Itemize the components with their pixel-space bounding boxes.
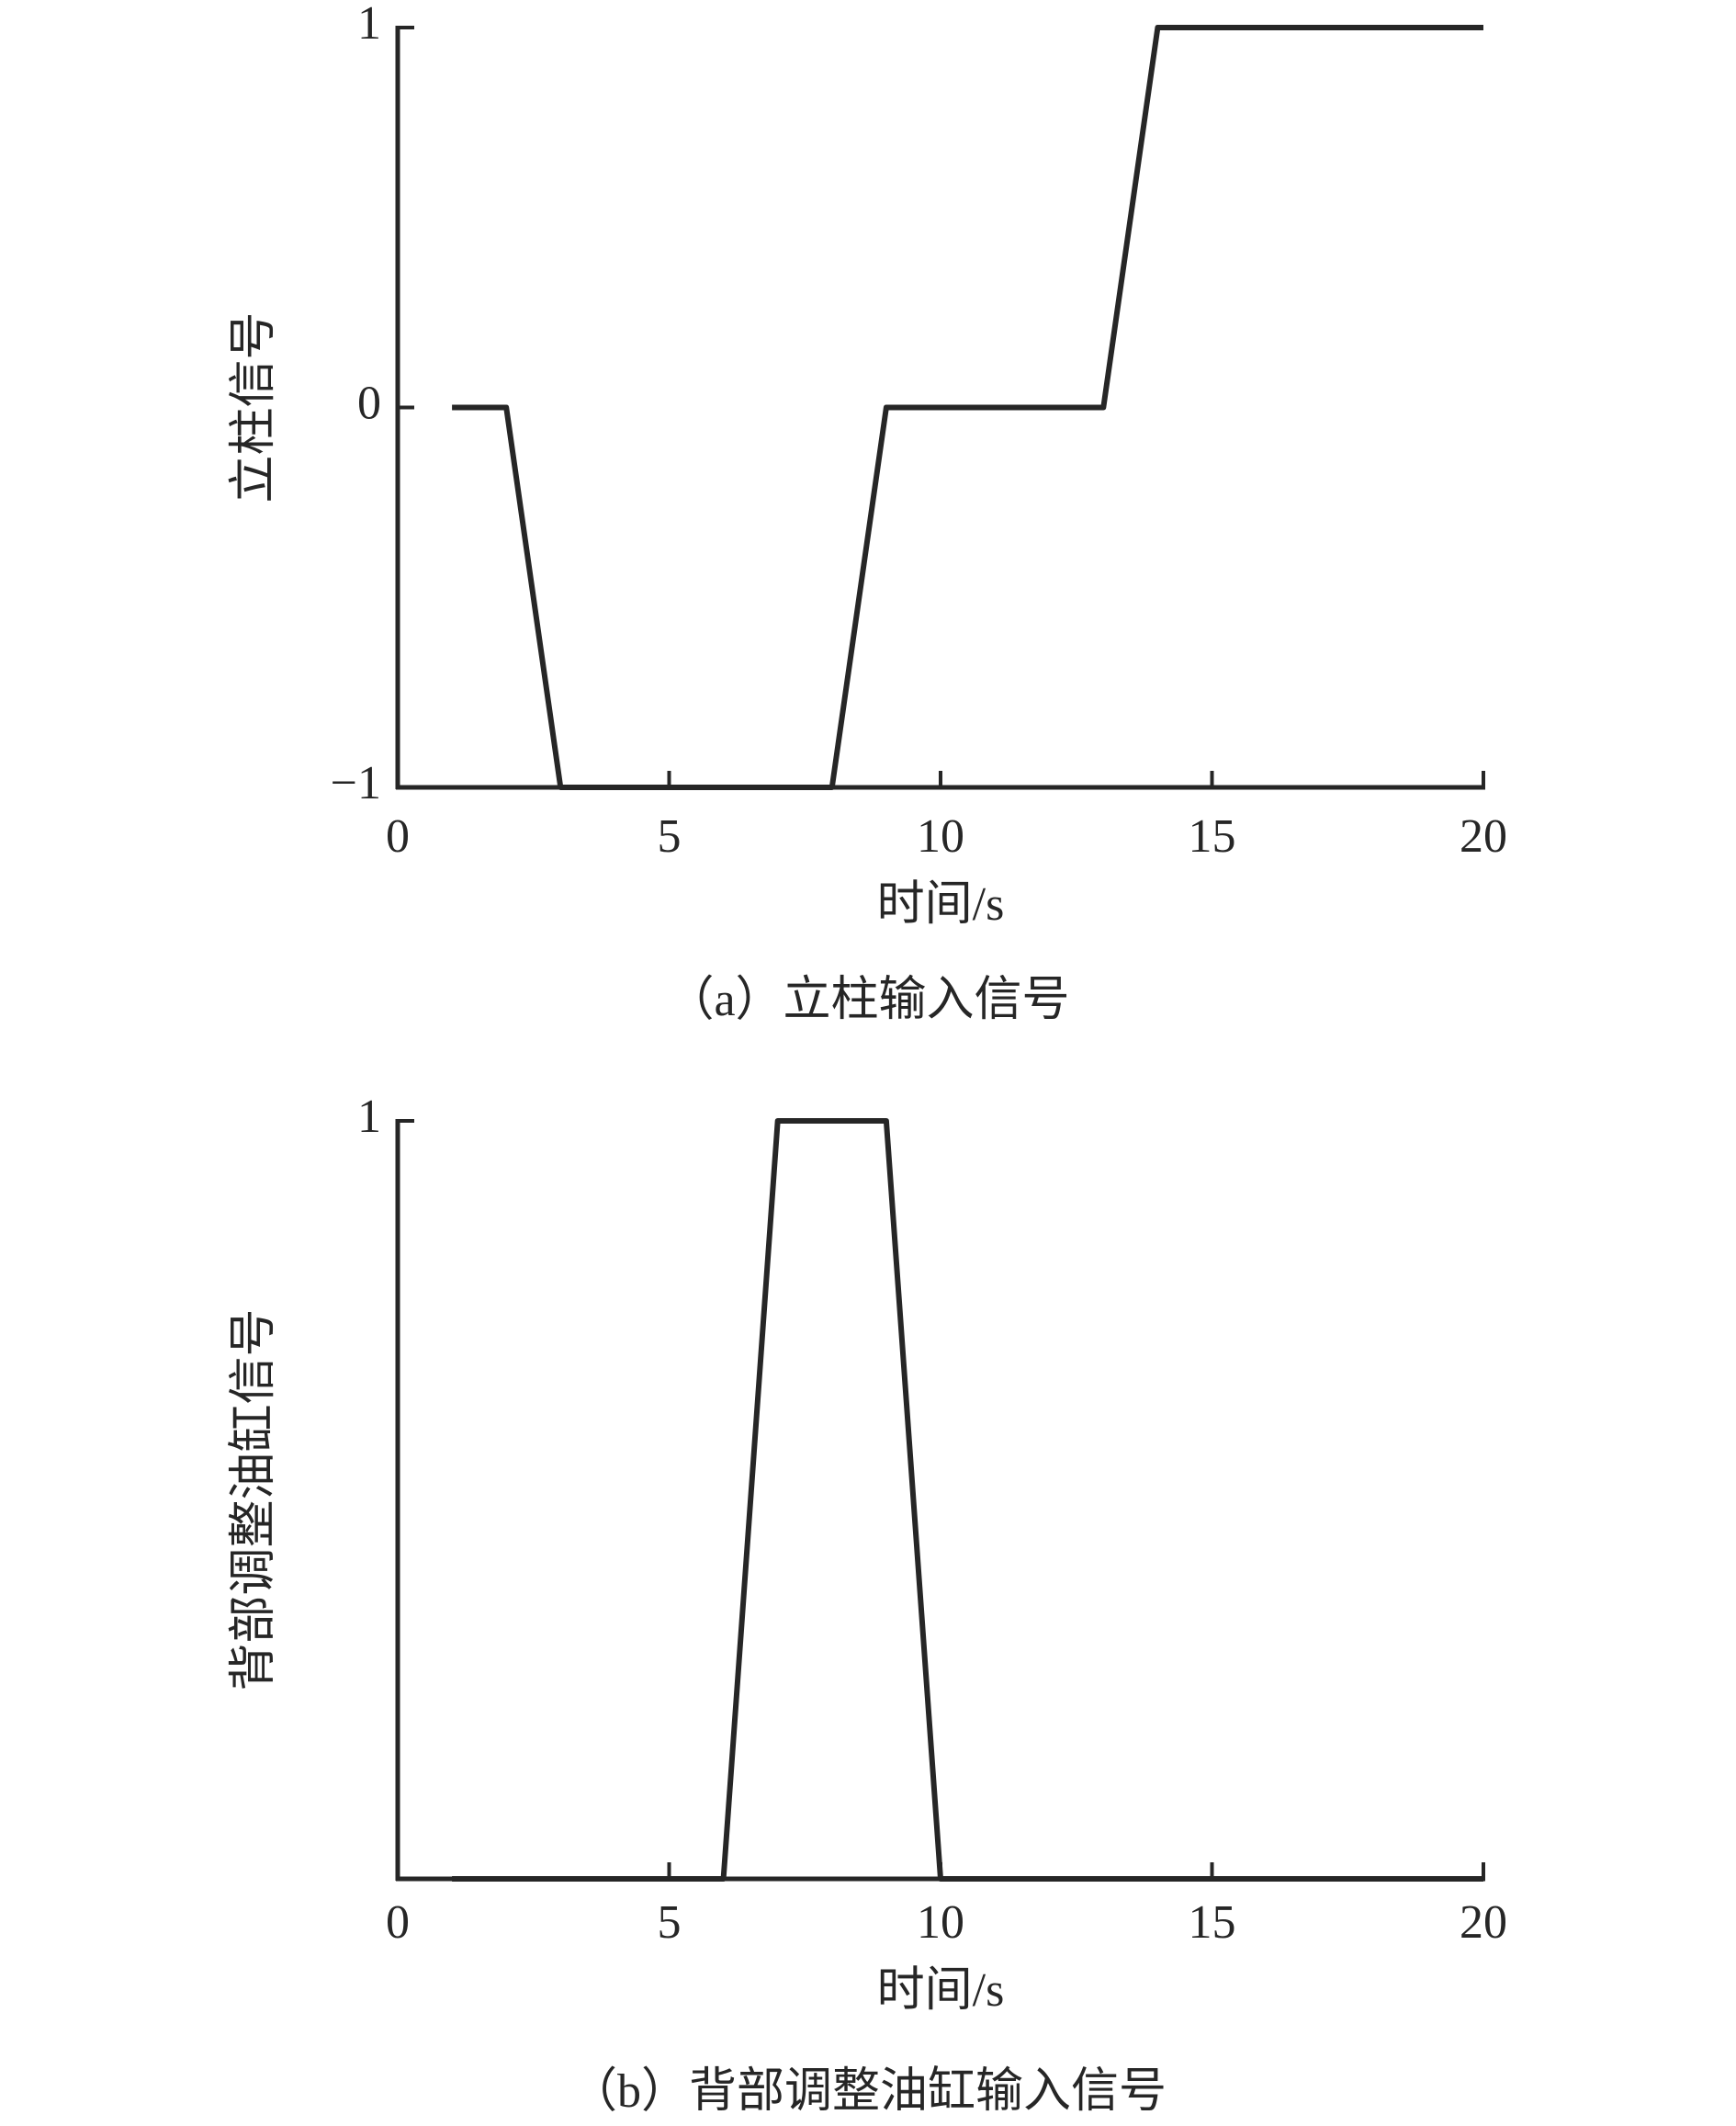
- x-tick-label: 20: [1460, 1896, 1507, 1949]
- y-tick-label: 1: [357, 1091, 381, 1143]
- y-axis-label: 背部调整油缸信号: [227, 1308, 280, 1691]
- x-tick-label: 15: [1189, 810, 1236, 863]
- x-tick-label: 0: [386, 1896, 410, 1949]
- y-axis-label: 立柱信号: [228, 311, 280, 503]
- x-tick-label: 20: [1460, 810, 1507, 863]
- x-axis-label: 时间/s: [877, 1964, 1005, 2017]
- caption: （b）背部调整油缸输入信号: [569, 2064, 1167, 2118]
- y-tick-label: 1: [357, 0, 381, 50]
- y-tick-label: −1: [331, 757, 381, 809]
- x-tick-label: 15: [1189, 1896, 1236, 1949]
- x-axis-label: 时间/s: [877, 878, 1005, 931]
- x-tick-label: 10: [917, 1896, 964, 1949]
- y-tick-label: 0: [357, 377, 381, 429]
- data-line: [452, 1118, 1483, 1882]
- x-tick-label: 5: [658, 1896, 682, 1949]
- x-tick-label: 0: [386, 810, 410, 863]
- x-tick-label: 5: [658, 810, 682, 863]
- caption: （a）立柱输入信号: [666, 974, 1069, 1026]
- x-tick-label: 10: [917, 810, 964, 863]
- data-line: [452, 25, 1483, 790]
